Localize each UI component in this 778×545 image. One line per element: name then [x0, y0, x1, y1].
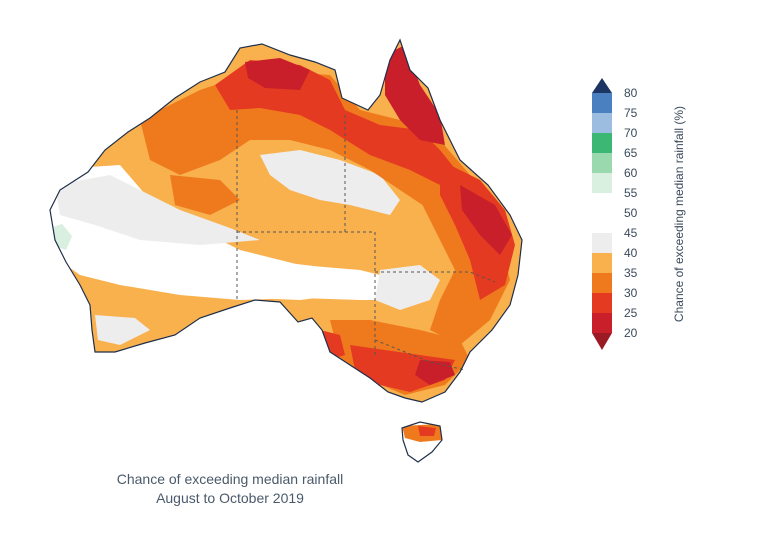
field-tas-red	[418, 426, 436, 436]
field-north-red	[215, 60, 460, 185]
legend-bin	[592, 173, 612, 193]
coastline-tasmania	[401, 421, 443, 463]
legend-bin	[592, 253, 612, 273]
legend-tick-label: 35	[624, 266, 638, 280]
field-south-white	[220, 255, 360, 300]
legend-tick-label: 70	[624, 126, 638, 140]
state-borders	[236, 110, 496, 371]
legend-bin	[592, 153, 612, 173]
field-west-grey	[55, 175, 260, 245]
legend-bin	[592, 193, 612, 213]
caption-period: August to October 2019	[156, 490, 304, 506]
field-north-orange	[140, 70, 470, 210]
legend-tick-label: 60	[624, 166, 638, 180]
border-nsw-vic	[374, 339, 466, 371]
probability-fields	[50, 45, 515, 442]
field-vic-darkred	[415, 360, 455, 385]
field-centre-grey	[260, 150, 400, 215]
legend-tick-label: 20	[624, 326, 638, 340]
legend-bin	[592, 113, 612, 133]
legend-ticks: 80 75 70 65 60 55 50 45 40 35 30 25 20	[624, 86, 638, 340]
legend-bin	[592, 133, 612, 153]
caption-line-1: Chance of exceeding median rainfall	[116, 471, 344, 487]
legend-bin	[592, 313, 612, 333]
field-sw-grey	[95, 315, 150, 345]
legend-tick-label: 50	[624, 206, 638, 220]
legend-tick-label: 25	[624, 306, 638, 320]
legend-bin	[592, 293, 612, 313]
legend-arrow-up-icon	[592, 78, 612, 93]
field-cape-york-darkred	[385, 45, 445, 145]
legend-tick-label: 75	[624, 106, 638, 120]
field-qld-darkred	[460, 185, 512, 255]
field-central-orange-patch	[170, 175, 240, 215]
legend-bin	[592, 273, 612, 293]
legend-tick-label: 55	[624, 186, 638, 200]
legend-tick-label: 45	[624, 226, 638, 240]
legend-tick-label: 80	[624, 86, 638, 100]
legend-tick-label: 65	[624, 146, 638, 160]
border-qld-nsw	[375, 271, 496, 283]
legend-arrow-down-icon	[592, 333, 612, 350]
legend-tick-label: 30	[624, 286, 638, 300]
legend-bin	[592, 213, 612, 233]
legend-tick-label: 40	[624, 246, 638, 260]
field-north-darkred	[245, 58, 310, 90]
legend-bin	[592, 233, 612, 253]
coastline-mainland	[49, 38, 523, 403]
legend-title: Chance of exceeding median rainfall (%)	[672, 106, 686, 322]
legend-bins	[592, 93, 612, 333]
legend-bin	[592, 93, 612, 113]
field-se-grey	[375, 265, 440, 310]
